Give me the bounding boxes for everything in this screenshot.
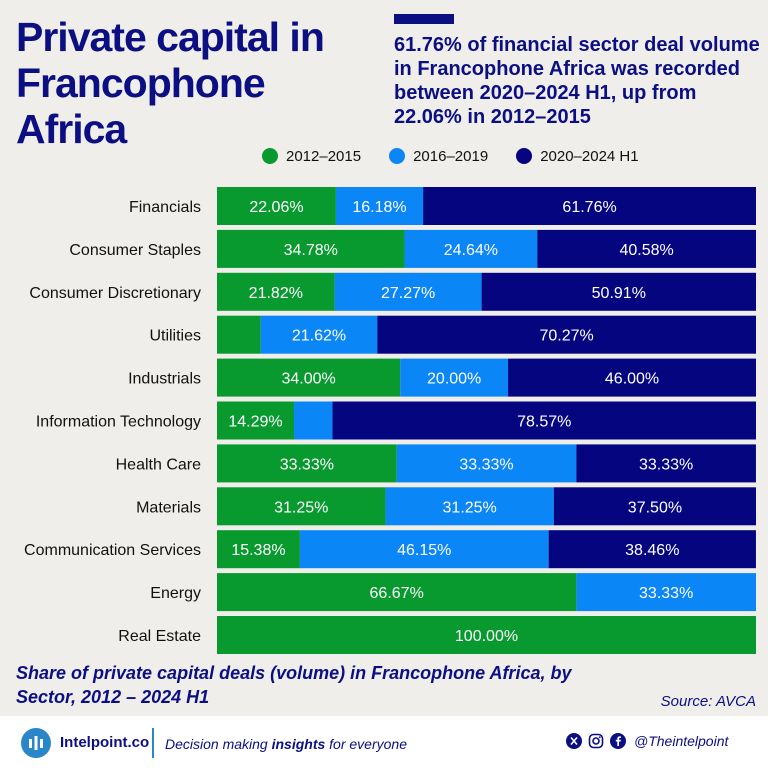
data-label: 78.57% [517, 414, 571, 431]
data-label: 50.91% [592, 285, 646, 302]
accent-bar [394, 14, 454, 24]
category-label: Materials [136, 499, 201, 516]
tagline-post: for everyone [325, 736, 407, 752]
data-label: 31.25% [443, 499, 497, 516]
x-icon[interactable] [566, 733, 582, 749]
data-label: 61.76% [562, 199, 616, 216]
category-label: Financials [129, 199, 201, 216]
legend-label: 2020–2024 H1 [540, 147, 639, 165]
bar-segment [217, 229, 405, 268]
data-label: 33.33% [459, 456, 513, 473]
legend: 2012–2015 2016–2019 2020–2024 H1 [262, 146, 639, 166]
category-label: Consumer Discretionary [29, 285, 201, 302]
bar-segment [508, 358, 756, 397]
data-label: 24.64% [444, 242, 498, 259]
bar-segment [299, 530, 549, 569]
bar-segment [335, 187, 424, 225]
bar-segment [576, 573, 756, 612]
data-label: 70.27% [539, 328, 593, 345]
tagline-pre: Decision making [165, 736, 272, 752]
legend-label: 2012–2015 [286, 147, 362, 165]
category-label: Utilities [149, 328, 201, 345]
data-label: 33.33% [639, 456, 693, 473]
tagline: Decision making insights for everyone [165, 736, 407, 752]
bar-segment [217, 358, 401, 397]
bar-segment [576, 444, 756, 483]
social-handle[interactable]: @Theintelpoint [634, 733, 729, 749]
brand-name[interactable]: Intelpoint.co [60, 734, 150, 751]
bar-segment [385, 487, 554, 526]
bar-segment [217, 573, 577, 612]
data-label: 34.78% [284, 242, 338, 259]
data-label: 33.33% [639, 585, 693, 602]
bar-segment [217, 272, 335, 311]
bar-segment [400, 358, 509, 397]
category-label: Information Technology [36, 414, 201, 431]
legend-item-2020-2024-h1: 2020–2024 H1 [516, 147, 639, 165]
bar-segment [548, 530, 756, 569]
footer-divider [152, 728, 154, 758]
bar-segment [537, 229, 756, 268]
bar-segment [404, 229, 538, 268]
data-label: 34.00% [281, 371, 335, 388]
data-label: 31.25% [274, 499, 328, 516]
data-label: 16.18% [352, 199, 406, 216]
legend-item-2016-2019: 2016–2019 [389, 148, 488, 165]
bar-segment [217, 401, 295, 440]
category-label: Consumer Staples [69, 242, 201, 259]
data-label: 20.00% [427, 371, 481, 388]
bar-segment [332, 401, 756, 440]
category-label: Communication Services [24, 542, 201, 559]
data-label: 14.29% [228, 414, 282, 431]
bar-segment [294, 401, 333, 440]
legend-item-2012-2015: 2012–2015 [262, 148, 361, 165]
data-label: 46.00% [605, 371, 659, 388]
bar-segment [377, 315, 756, 354]
data-label: 15.38% [231, 542, 285, 559]
data-label: 40.58% [620, 242, 674, 259]
bar-segment [217, 444, 397, 483]
intelpoint-logo-icon [21, 728, 51, 758]
data-label: 66.67% [370, 585, 424, 602]
bar-segment [334, 272, 482, 311]
data-label: 22.06% [249, 199, 303, 216]
page-title: Private capital in Francophone Africa [16, 14, 325, 152]
category-label: Real Estate [118, 628, 201, 645]
source-note: Source: AVCA [660, 693, 756, 710]
bar-segment [217, 187, 336, 225]
facebook-icon[interactable] [610, 733, 626, 749]
stacked-bar-chart: Financials 22.06% 16.18% 61.76% Consumer Sta… [24, 187, 756, 654]
data-label: 33.33% [280, 456, 334, 473]
data-label: 38.46% [625, 542, 679, 559]
data-label: 46.15% [397, 542, 451, 559]
data-label: 37.50% [628, 499, 682, 516]
legend-label: 2016–2019 [413, 147, 489, 165]
tagline-bold: insights [271, 736, 326, 752]
category-label: Energy [150, 585, 201, 602]
data-label: 100.00% [455, 628, 518, 645]
bar-segment [217, 530, 300, 569]
headline-text: 61.76% of financial sector deal volume i… [394, 34, 760, 128]
category-label: Health Care [116, 456, 201, 473]
footer: Intelpoint.co Decision making insights f… [0, 716, 768, 768]
data-label: 27.27% [381, 285, 435, 302]
category-label: Industrials [128, 371, 201, 388]
data-label: 21.62% [292, 328, 346, 345]
bar-segment [217, 487, 386, 526]
bar-segment [217, 616, 756, 654]
data-label: 21.82% [249, 285, 303, 302]
legend-swatch [516, 148, 533, 164]
legend-swatch [262, 148, 278, 164]
legend-swatch [389, 148, 406, 164]
social-links: @Theintelpoint [566, 733, 728, 749]
bar-segment [217, 315, 261, 354]
instagram-icon[interactable] [588, 733, 604, 749]
bar-segment [396, 444, 577, 483]
bar-segment [553, 487, 756, 526]
chart-caption: Share of private capital deals (volume) … [16, 663, 572, 707]
bar-segment [423, 187, 756, 225]
bar-segment [481, 272, 756, 311]
bar-segment [260, 315, 378, 354]
